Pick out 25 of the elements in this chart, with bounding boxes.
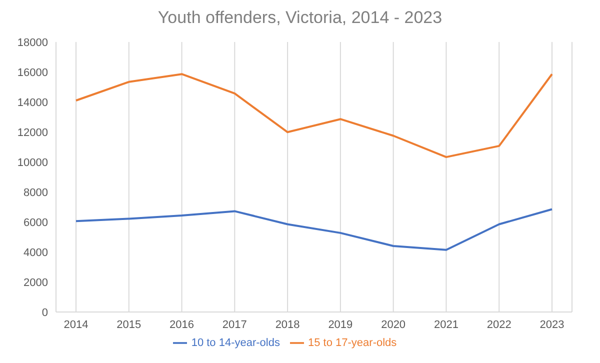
x-tick-label: 2021 — [434, 318, 458, 331]
x-tick-label: 2023 — [540, 318, 564, 331]
x-tick-label: 2015 — [116, 318, 142, 331]
x-tick-label: 2022 — [486, 318, 512, 331]
y-tick-label: 0 — [42, 306, 48, 319]
x-tick-label: 2018 — [275, 318, 300, 331]
x-tick-label: 2016 — [170, 318, 194, 331]
x-tick-label: 2017 — [222, 318, 247, 331]
y-tick-label: 2000 — [24, 276, 48, 289]
x-tick-label: 2014 — [64, 318, 88, 331]
x-tick-label: 2019 — [328, 318, 353, 331]
y-tick-label: 16000 — [17, 66, 48, 79]
legend-label: 15 to 17-year-olds — [308, 336, 397, 349]
y-tick-label: 10000 — [17, 156, 48, 169]
y-tick-label: 8000 — [24, 186, 48, 199]
line-series — [75, 73, 553, 158]
line-series — [75, 208, 553, 251]
chart-title: Youth offenders, Victoria, 2014 - 2023 — [156, 8, 444, 29]
y-tick-label: 6000 — [24, 216, 48, 229]
y-tick-label: 4000 — [24, 246, 48, 259]
y-tick-label: 18000 — [17, 36, 48, 49]
legend-label: 10 to 14-year-olds — [191, 336, 280, 349]
y-tick-label: 12000 — [17, 126, 48, 139]
y-tick-label: 14000 — [17, 96, 48, 109]
x-tick-label: 2020 — [381, 318, 406, 331]
